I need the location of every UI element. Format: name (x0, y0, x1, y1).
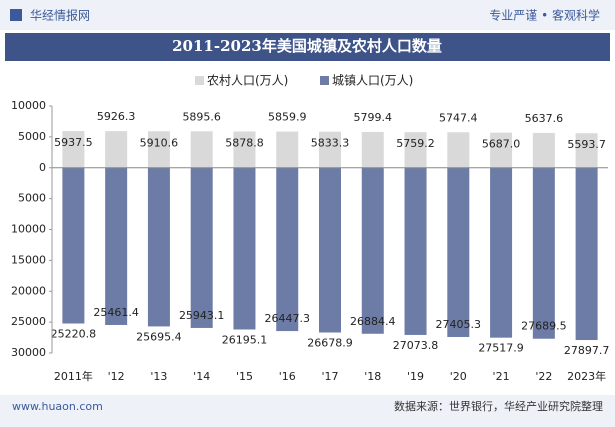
value-label: 25943.1 (179, 309, 225, 322)
value-label: 5593.7 (567, 138, 606, 151)
footer-source: 数据来源：世界银行，华经产业研究院整理 (394, 399, 603, 413)
bar (404, 167, 427, 335)
value-label: 5910.6 (140, 136, 179, 149)
value-label: 26195.1 (222, 334, 268, 347)
bar (105, 131, 128, 168)
bar (276, 131, 299, 168)
x-tick-label: '19 (407, 370, 424, 383)
value-label: 5859.9 (268, 111, 307, 124)
bar (575, 167, 598, 341)
value-label: 5687.0 (482, 138, 521, 151)
bar (105, 167, 128, 325)
x-tick-label: '17 (321, 370, 338, 383)
x-tick-label: '13 (150, 370, 167, 383)
y-tick-label: 30000 (11, 346, 46, 359)
bar (190, 167, 213, 328)
value-label: 25220.8 (51, 327, 97, 340)
value-label: 26447.3 (264, 312, 310, 325)
value-label: 25695.4 (136, 330, 182, 343)
bar (490, 132, 513, 168)
bar (490, 167, 513, 338)
value-label: 5926.3 (97, 110, 136, 123)
chart-title: 2011-2023年美国城镇及农村人口数量 (172, 37, 442, 55)
legend-swatch (195, 76, 204, 85)
logo (10, 9, 22, 21)
value-label: 5747.4 (439, 111, 478, 124)
value-label: 5637.6 (525, 112, 564, 125)
title-bar (5, 33, 610, 61)
bar (361, 131, 384, 168)
x-tick-label: '12 (108, 370, 125, 383)
x-tick-label: '15 (236, 370, 253, 383)
bar (62, 131, 85, 168)
y-tick-label: 5000 (18, 130, 46, 143)
value-label: 5878.8 (225, 136, 264, 149)
header-bar (0, 0, 615, 30)
slogan: 专业严谨 • 客观科学 (489, 8, 600, 23)
y-tick-label: 15000 (11, 253, 46, 266)
y-tick-label: 25000 (11, 315, 46, 328)
legend-label: 城镇人口(万人) (332, 74, 413, 88)
bar (190, 131, 213, 168)
bar (319, 167, 341, 333)
bar (319, 131, 341, 168)
value-label: 27073.8 (393, 339, 439, 352)
x-tick-label: '18 (364, 370, 381, 383)
bar (233, 131, 256, 168)
legend-label: 农村人口(万人) (207, 74, 288, 88)
value-label: 5895.6 (182, 110, 221, 123)
value-label: 5833.3 (311, 137, 350, 150)
x-tick-label: '20 (450, 370, 467, 383)
bar (147, 131, 170, 168)
value-label: 5799.4 (354, 111, 393, 124)
y-tick-label: 0 (39, 161, 46, 174)
bar (276, 167, 299, 332)
bar (532, 132, 555, 168)
bar (361, 167, 384, 334)
value-label: 27517.9 (478, 342, 524, 355)
bar (233, 167, 256, 330)
bar (404, 132, 427, 168)
x-tick-label: 2023年 (567, 369, 606, 383)
x-tick-label: '22 (535, 370, 552, 383)
footer-site: www.huaon.com (12, 400, 103, 413)
bar (62, 167, 85, 324)
value-label: 25461.4 (93, 306, 139, 319)
y-tick-label: 5000 (18, 192, 46, 205)
bar (447, 167, 470, 337)
bar (447, 132, 470, 168)
value-label: 26884.4 (350, 315, 396, 328)
value-label: 26678.9 (307, 336, 353, 349)
brand: 华经情报网 (30, 8, 90, 23)
legend-swatch (320, 76, 329, 85)
value-label: 27405.3 (436, 318, 482, 331)
bar (147, 167, 170, 327)
value-label: 27897.7 (564, 344, 610, 357)
y-tick-label: 10000 (11, 99, 46, 112)
value-label: 5759.2 (396, 137, 435, 150)
bar (532, 167, 555, 339)
value-label: 27689.5 (521, 320, 567, 333)
x-tick-label: '14 (193, 370, 210, 383)
y-tick-label: 20000 (11, 284, 46, 297)
footer-bar (0, 395, 615, 427)
x-tick-label: '21 (493, 370, 510, 383)
y-tick-label: 10000 (11, 223, 46, 236)
x-tick-label: '16 (279, 370, 296, 383)
bar (575, 133, 598, 168)
x-tick-label: 2011年 (54, 369, 93, 383)
value-label: 5937.5 (54, 136, 93, 149)
